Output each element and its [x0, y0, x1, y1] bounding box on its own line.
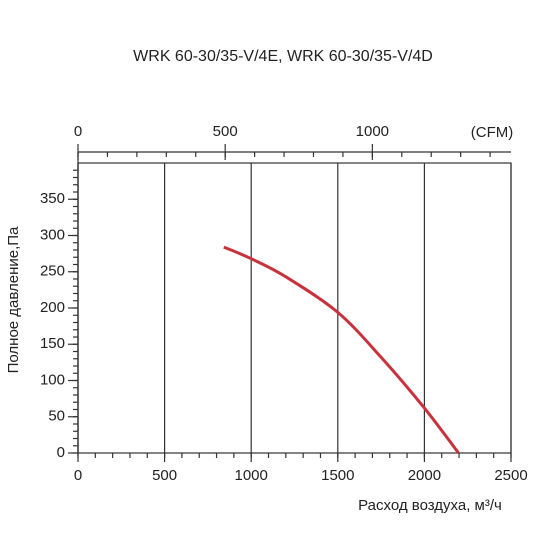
y-tick-label: 100 [40, 371, 65, 388]
y-tick-label: 150 [40, 335, 65, 352]
x-tick-label: 500 [152, 467, 177, 484]
x2-tick-label: 0 [74, 123, 82, 140]
x-tick-label: 2000 [408, 467, 441, 484]
x-tick-label: 1000 [235, 467, 268, 484]
y-tick-label: 200 [40, 299, 65, 316]
plot-frame [77, 162, 512, 454]
y-tick-label: 0 [57, 444, 65, 461]
y-axis-label: Полное давление,Па [5, 226, 22, 373]
y-tick-label: 250 [40, 263, 65, 280]
y-tick-label: 300 [40, 226, 65, 243]
x2-tick-label: 1000 [356, 123, 389, 140]
x2-axis-label: (CFM) [471, 124, 513, 141]
performance-curve [223, 245, 460, 454]
y-tick-label: 50 [48, 408, 65, 425]
chart-title: WRK 60-30/35-V/4E, WRK 60-30/35-V/4D [133, 48, 433, 65]
x-tick-label: 2500 [494, 467, 527, 484]
x-axis-label: Расход воздуха, м³/ч [358, 497, 502, 514]
x-tick-label: 0 [74, 467, 82, 484]
y-tick-label: 350 [40, 190, 65, 207]
x-tick-label: 1500 [321, 467, 354, 484]
x2-tick-label: 500 [213, 123, 238, 140]
